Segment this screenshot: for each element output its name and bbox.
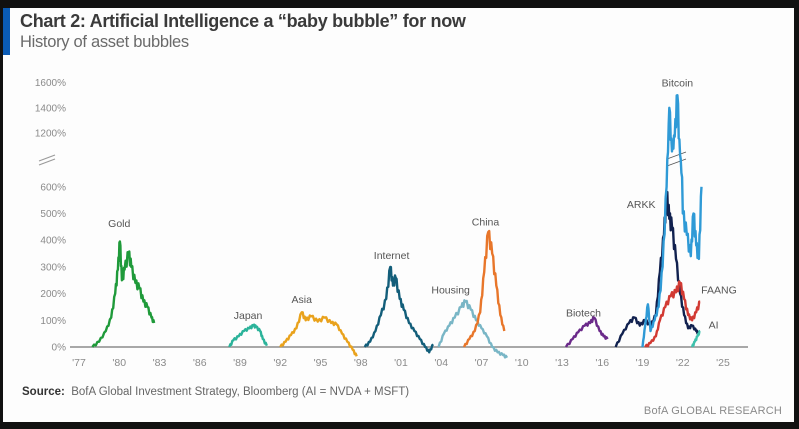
series-line-housing — [437, 299, 509, 359]
series-break-line — [666, 155, 687, 164]
brand-label: BofA GLOBAL RESEARCH — [643, 405, 782, 417]
series-line-bitcoin — [641, 94, 703, 348]
series-break-line — [666, 158, 687, 167]
series-line-arkk — [614, 190, 701, 348]
x-tick-label: '83 — [153, 357, 167, 369]
source-note: Source: BofA Global Investment Strategy,… — [22, 386, 409, 398]
y-tick-label: 300% — [40, 262, 66, 273]
chart-title: Chart 2: Artificial Intelligence a “baby… — [20, 11, 466, 31]
series-lines — [91, 94, 703, 359]
series-break-line — [666, 151, 687, 160]
y-tick-label: 100% — [40, 316, 66, 327]
x-tick-label: '95 — [314, 357, 328, 369]
series-line-internet — [363, 265, 435, 354]
series-label-housing: Housing — [431, 285, 470, 297]
x-tick-label: '16 — [595, 357, 609, 369]
source-text: BofA Global Investment Strategy, Bloombe… — [71, 386, 410, 398]
series-label-arkk: ARKK — [627, 199, 656, 211]
y-tick-label: 600% — [40, 182, 66, 193]
x-tick-label: '07 — [475, 357, 489, 369]
y-tick-label: 1600% — [35, 78, 66, 89]
x-axis: '77 '80 '83 '86 '89 '92 '95 '98 '01 '04 '07 '10 '13 '… — [72, 357, 730, 369]
series-label-asia: Asia — [291, 294, 312, 306]
y-tick-label: 500% — [40, 209, 66, 220]
x-tick-label: '10 — [515, 357, 529, 369]
y-tick-label: 1400% — [35, 103, 66, 114]
series-label-china: China — [472, 217, 500, 229]
y-tick-label: 0% — [52, 343, 67, 354]
y-axis: 0% 100% 200% 300% 400% 500% 600% 1200% 1400% 1600… — [35, 78, 66, 353]
series-line-faang — [644, 280, 701, 348]
x-tick-label: '04 — [434, 357, 448, 369]
series-label-ai: AI — [709, 319, 719, 331]
chart-frame — [3, 8, 794, 422]
source-label: Source: — [22, 386, 65, 398]
y-tick-label: 1200% — [35, 129, 66, 140]
x-tick-label: '89 — [233, 357, 247, 369]
x-tick-label: '80 — [112, 357, 126, 369]
series-line-biotech — [564, 316, 609, 348]
y-axis-break-icon — [38, 151, 687, 167]
x-tick-label: '98 — [354, 357, 368, 369]
x-tick-label: '22 — [676, 357, 690, 369]
series-line-japan — [228, 323, 268, 348]
chart-subtitle: History of asset bubbles — [20, 33, 189, 51]
series-line-ai — [690, 329, 701, 348]
break-line — [38, 154, 56, 162]
x-tick-label: '13 — [555, 357, 569, 369]
x-tick-label: '86 — [193, 357, 207, 369]
series-label-gold: Gold — [108, 218, 130, 230]
series-label-biotech: Biotech — [566, 307, 601, 319]
series-line-china — [462, 229, 506, 348]
x-tick-label: '92 — [273, 357, 287, 369]
y-tick-label: 200% — [40, 289, 66, 300]
x-tick-label: '25 — [716, 357, 730, 369]
x-tick-label: '01 — [394, 357, 408, 369]
series-label-japan: Japan — [234, 310, 263, 322]
series-line-gold — [91, 240, 156, 348]
series-line-asia — [279, 311, 358, 357]
break-line — [38, 158, 56, 166]
series-labels: Gold Japan Asia Internet Housing China Biotech… — [108, 77, 737, 331]
series-label-bitcoin: Bitcoin — [662, 77, 694, 89]
y-tick-label: 400% — [40, 236, 66, 247]
series-label-internet: Internet — [374, 250, 410, 262]
x-tick-label: '77 — [72, 357, 86, 369]
series-label-faang: FAANG — [701, 285, 737, 297]
title-accent-bar — [3, 8, 10, 55]
x-tick-label: '19 — [636, 357, 650, 369]
